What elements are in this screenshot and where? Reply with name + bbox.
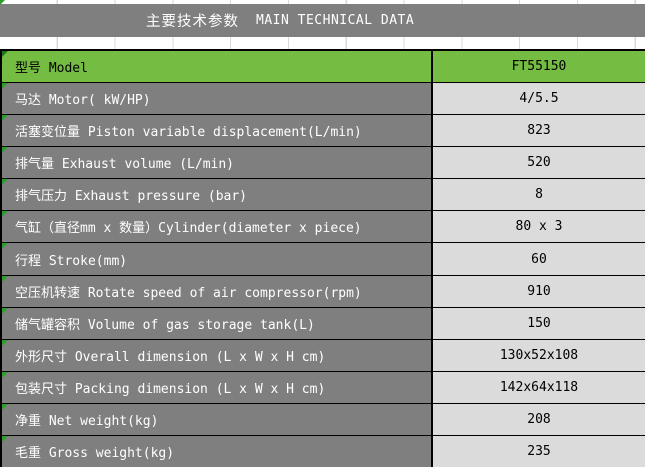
spec-label-text: 马达 Motor( kW/HP) bbox=[15, 93, 151, 109]
spec-value-text: 4/5.5 bbox=[519, 91, 559, 107]
cell-corner-triangle-icon bbox=[2, 275, 8, 282]
spec-value-cell[interactable]: 8 bbox=[431, 179, 645, 211]
spec-value-cell[interactable]: 130x52x108 bbox=[431, 339, 645, 371]
spec-value-cell[interactable]: 142x64x118 bbox=[431, 371, 645, 403]
spec-label-text: 活塞变位量 Piston variable displacement(L/min… bbox=[15, 125, 362, 141]
spec-label-text: 排气压力 Exhaust pressure (bar) bbox=[15, 189, 248, 205]
spec-value-cell[interactable]: 60 bbox=[431, 243, 645, 275]
spec-value-cell[interactable]: FT55150 bbox=[431, 51, 645, 83]
spec-label-cell[interactable]: 活塞变位量 Piston variable displacement(L/min… bbox=[2, 115, 431, 147]
sheet-corner-triangle-icon bbox=[0, 0, 5, 5]
spec-value-cell[interactable]: 4/5.5 bbox=[431, 83, 645, 115]
table-row: 型号 Model FT55150 bbox=[2, 51, 645, 84]
spec-label-cell[interactable]: 行程 Stroke(mm) bbox=[2, 243, 431, 275]
cell-corner-triangle-icon bbox=[2, 179, 8, 186]
table-title-bar: 主要技术参数 MAIN TECHNICAL DATA bbox=[0, 3, 645, 37]
spec-value-text: 60 bbox=[531, 251, 547, 267]
table-row: 空压机转速 Rotate speed of air compressor(rpm… bbox=[2, 275, 645, 308]
spec-label-text: 包装尺寸 Packing dimension (L x W x H cm) bbox=[15, 381, 326, 397]
gridline-strip-middle bbox=[0, 36, 645, 49]
spec-label-text: 型号 Model bbox=[15, 61, 88, 77]
spec-value-cell[interactable]: 80 x 3 bbox=[431, 211, 645, 243]
spec-label-text: 空压机转速 Rotate speed of air compressor(rpm… bbox=[15, 285, 362, 301]
title-english: MAIN TECHNICAL DATA bbox=[256, 12, 415, 28]
spec-value-text: 8 bbox=[535, 187, 543, 203]
spec-value-text: 235 bbox=[527, 443, 551, 459]
table-row: 毛重 Gross weight(kg) 235 bbox=[2, 435, 645, 467]
cell-corner-triangle-icon bbox=[2, 243, 8, 250]
spec-label-cell[interactable]: 排气压力 Exhaust pressure (bar) bbox=[2, 179, 431, 211]
spec-value-cell[interactable]: 208 bbox=[431, 403, 645, 435]
spec-value-text: 823 bbox=[527, 123, 551, 139]
table-row: 活塞变位量 Piston variable displacement(L/min… bbox=[2, 115, 645, 148]
spec-label-cell[interactable]: 外形尺寸 Overall dimension (L x W x H cm) bbox=[2, 339, 431, 371]
cell-corner-triangle-icon bbox=[2, 147, 8, 154]
cell-corner-triangle-icon bbox=[2, 83, 8, 90]
spec-value-cell[interactable]: 520 bbox=[431, 147, 645, 179]
technical-data-table: 型号 Model FT55150 马达 Motor( kW/HP) 4/5.5 … bbox=[0, 49, 645, 467]
spec-label-cell[interactable]: 毛重 Gross weight(kg) bbox=[2, 435, 431, 467]
spec-label-text: 排气量 Exhaust volume (L/min) bbox=[15, 157, 235, 173]
spec-value-cell[interactable]: 823 bbox=[431, 115, 645, 147]
cell-corner-triangle-icon bbox=[2, 371, 8, 378]
spec-label-text: 净重 Net weight(kg) bbox=[15, 413, 159, 429]
spec-label-text: 气缸（直径mm x 数量）Cylinder(diameter x piece) bbox=[15, 221, 362, 237]
spec-value-text: 150 bbox=[527, 315, 551, 331]
title-chinese: 主要技术参数 bbox=[146, 13, 239, 30]
spec-label-cell[interactable]: 包装尺寸 Packing dimension (L x W x H cm) bbox=[2, 371, 431, 403]
cell-corner-triangle-icon bbox=[2, 339, 8, 346]
spec-value-text: FT55150 bbox=[511, 59, 567, 75]
spec-label-cell[interactable]: 马达 Motor( kW/HP) bbox=[2, 83, 431, 115]
spec-label-cell[interactable]: 型号 Model bbox=[2, 51, 431, 83]
cell-corner-triangle-icon bbox=[2, 307, 8, 314]
cell-corner-triangle-icon bbox=[2, 403, 8, 410]
cell-corner-triangle-icon bbox=[2, 211, 8, 218]
spec-label-text: 行程 Stroke(mm) bbox=[15, 253, 128, 269]
table-row: 包装尺寸 Packing dimension (L x W x H cm) 14… bbox=[2, 371, 645, 404]
gridline-strip-top bbox=[0, 0, 645, 4]
spec-label-text: 毛重 Gross weight(kg) bbox=[15, 445, 175, 461]
spec-label-cell[interactable]: 净重 Net weight(kg) bbox=[2, 403, 431, 435]
spec-label-cell[interactable]: 排气量 Exhaust volume (L/min) bbox=[2, 147, 431, 179]
spec-label-text: 储气罐容积 Volume of gas storage tank(L) bbox=[15, 317, 315, 333]
spec-value-cell[interactable]: 150 bbox=[431, 307, 645, 339]
spec-value-text: 208 bbox=[527, 411, 551, 427]
spec-value-cell[interactable]: 235 bbox=[431, 435, 645, 467]
table-row: 排气压力 Exhaust pressure (bar) 8 bbox=[2, 179, 645, 212]
spec-value-text: 910 bbox=[527, 283, 551, 299]
spec-value-text: 142x64x118 bbox=[499, 379, 579, 395]
table-row: 外形尺寸 Overall dimension (L x W x H cm) 13… bbox=[2, 339, 645, 372]
spec-label-cell[interactable]: 气缸（直径mm x 数量）Cylinder(diameter x piece) bbox=[2, 211, 431, 243]
spec-value-text: 520 bbox=[527, 155, 551, 171]
spec-value-cell[interactable]: 910 bbox=[431, 275, 645, 307]
table-row: 排气量 Exhaust volume (L/min) 520 bbox=[2, 147, 645, 180]
cell-corner-triangle-icon bbox=[2, 435, 8, 442]
spec-value-text: 130x52x108 bbox=[499, 347, 579, 363]
spec-value-text: 80 x 3 bbox=[515, 219, 563, 235]
spec-label-cell[interactable]: 空压机转速 Rotate speed of air compressor(rpm… bbox=[2, 275, 431, 307]
table-row: 储气罐容积 Volume of gas storage tank(L) 150 bbox=[2, 307, 645, 340]
table-row: 行程 Stroke(mm) 60 bbox=[2, 243, 645, 276]
table-row: 马达 Motor( kW/HP) 4/5.5 bbox=[2, 83, 645, 116]
spec-label-text: 外形尺寸 Overall dimension (L x W x H cm) bbox=[15, 349, 326, 365]
cell-corner-triangle-icon bbox=[2, 51, 8, 57]
spec-label-cell[interactable]: 储气罐容积 Volume of gas storage tank(L) bbox=[2, 307, 431, 339]
cell-corner-triangle-icon bbox=[2, 115, 8, 122]
table-row: 气缸（直径mm x 数量）Cylinder(diameter x piece) … bbox=[2, 211, 645, 244]
table-row: 净重 Net weight(kg) 208 bbox=[2, 403, 645, 436]
